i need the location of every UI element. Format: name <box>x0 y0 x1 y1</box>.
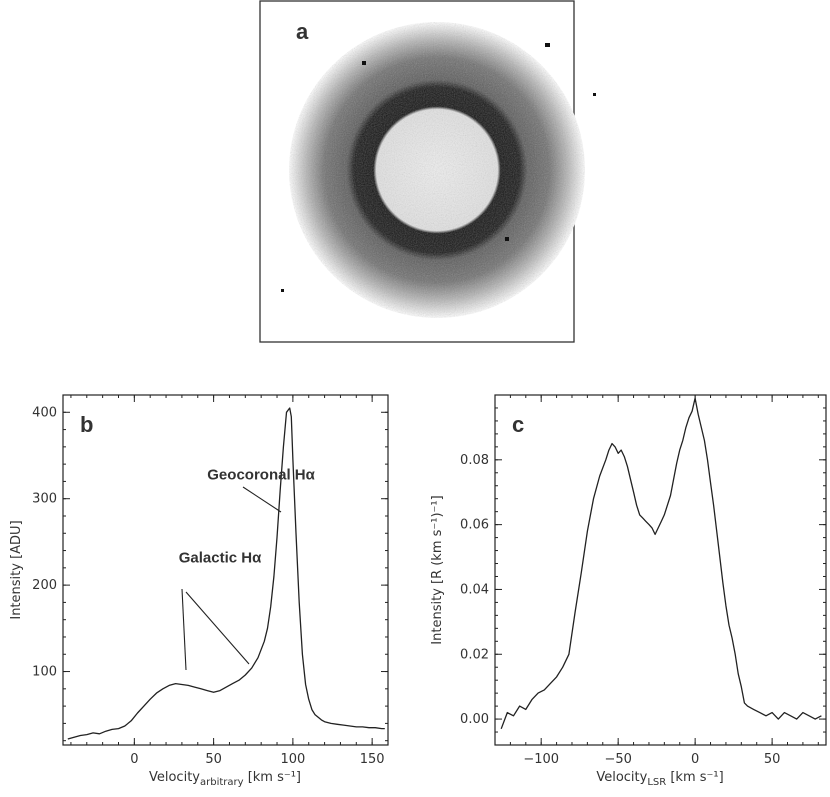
x-axis-title-c-sub: LSR <box>647 777 666 788</box>
panel-b: 0 50 100 150 100 200 300 400 b Geocoronal Hα Ga… <box>9 394 389 788</box>
hot-pixel <box>281 289 284 292</box>
panel-c-ticks: −100 −50 0 50 0.00 0.02 0.04 0.06 0.08 <box>460 395 826 767</box>
x-tick-label: −100 <box>523 752 559 767</box>
x-tick-label: 100 <box>280 752 305 767</box>
leader-line-galactic-2 <box>185 591 250 665</box>
y-tick-label: 300 <box>32 492 57 507</box>
y-tick-label: 0.08 <box>460 453 489 468</box>
x-tick-label: 0 <box>691 752 699 767</box>
y-axis-title-b: Intensity [ADU] <box>9 520 24 619</box>
y-tick-label: 0.06 <box>460 518 489 533</box>
spectrum-line-b <box>67 407 385 740</box>
panel-b-ticks: 0 50 100 150 100 200 300 400 <box>32 394 389 767</box>
y-tick-label: 0.04 <box>460 582 489 597</box>
x-axis-title-c: VelocityLSR [km s⁻¹] <box>596 770 723 788</box>
hot-pixel <box>593 93 596 96</box>
annotation-geocoronal: Geocoronal Hα <box>207 467 315 484</box>
y-tick-label: 0.02 <box>460 647 489 662</box>
x-axis-title-b-unit: [km s⁻¹] <box>248 770 301 785</box>
x-tick-label: −50 <box>604 752 631 767</box>
x-axis-title-c-main: Velocity <box>596 770 647 785</box>
hot-pixel <box>505 237 509 241</box>
y-tick-label: 100 <box>32 665 57 680</box>
y-tick-label: 0.00 <box>460 712 489 727</box>
x-tick-label: 0 <box>130 752 138 767</box>
y-axis-title-c: Intensity [R (km s⁻¹)⁻¹] <box>430 495 445 644</box>
panel-a: a <box>259 0 596 343</box>
x-axis-title-c-unit: [km s⁻¹] <box>670 770 723 785</box>
leader-line-geocoronal <box>242 486 282 513</box>
y-tick-label: 400 <box>32 405 57 420</box>
x-tick-label: 50 <box>205 752 222 767</box>
panel-label-c: c <box>512 412 524 437</box>
x-axis-title-b-main: Velocity <box>149 770 200 785</box>
panel-c: −100 −50 0 50 0.00 0.02 0.04 0.06 0.08 c Intensi… <box>430 394 827 788</box>
panel-c-frame <box>494 394 827 746</box>
panel-label-b: b <box>80 412 93 437</box>
x-axis-title-b: Velocityarbitrary [km s⁻¹] <box>149 770 301 788</box>
panel-b-frame <box>62 394 389 746</box>
y-tick-label: 200 <box>32 578 57 593</box>
annotation-galactic: Galactic Hα <box>179 550 262 567</box>
hot-pixel <box>362 61 366 65</box>
leader-line-galactic-1 <box>181 588 187 671</box>
spectrum-line-c <box>500 397 822 730</box>
image-noise-grain <box>289 22 585 318</box>
x-axis-title-b-sub: arbitrary <box>200 777 244 788</box>
x-tick-label: 50 <box>764 752 781 767</box>
panel-label-a: a <box>296 19 309 44</box>
x-tick-label: 150 <box>360 752 385 767</box>
hot-pixel <box>545 43 550 47</box>
